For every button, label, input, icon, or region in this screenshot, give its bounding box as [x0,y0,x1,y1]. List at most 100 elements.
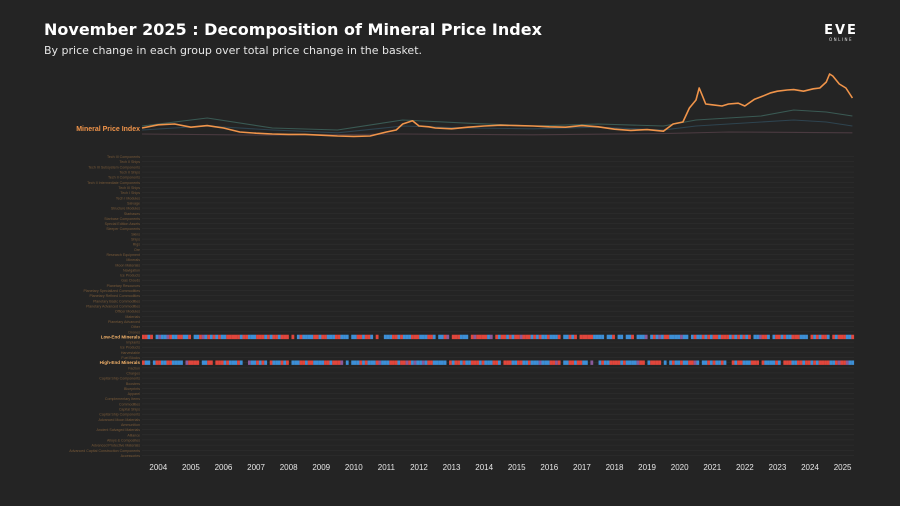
heatmap-cell [829,360,833,365]
heatmap-cell [367,334,371,340]
group-index-line [141,109,853,131]
heatmap-cell [802,334,806,340]
heatmap-cell [351,334,355,340]
heatmap-cell [498,360,501,365]
heatmap-cell [557,334,561,340]
heatmap-row-label: Navigation [123,268,140,272]
heatmap-cell [845,360,849,365]
heatmap-cell [207,334,211,340]
heatmap-cell [805,360,808,365]
heatmap-cell [631,360,634,365]
heatmap-cell [715,360,719,365]
heatmap-gridlines [142,156,854,456]
heatmap-row-label: Moon Materials [115,263,140,267]
heatmap-cell [824,334,827,340]
heatmap-cell [451,334,455,340]
heatmap-cell [489,360,493,365]
heatmap-cell [834,334,838,340]
heatmap-cell [682,334,686,340]
heatmap-cell [397,360,401,365]
heatmap-cell [495,334,499,340]
heatmap-cell [533,360,537,365]
heatmap-cell [538,360,542,365]
heatmap-cell [199,334,202,340]
heatmap-cell [786,360,789,365]
heatmap-cell [767,360,770,365]
heatmap-cell [693,360,697,365]
heatmap-cell [557,360,561,365]
heatmap-cell [527,360,531,365]
x-tick-label: 2014 [475,463,493,472]
heatmap-cell [764,334,768,340]
heatmap-cell [457,334,461,340]
heatmap-cell [720,360,724,365]
heatmap-cell [533,334,537,340]
x-tick-label: 2025 [834,463,852,472]
heatmap-cell [313,334,317,340]
heatmap-cell [623,360,626,365]
heatmap-cell [815,360,819,365]
heatmap-cell [647,360,651,365]
heatmap-cell [267,334,270,340]
heatmap-cell [375,334,379,340]
heatmap-cell [152,360,156,365]
heatmap-cell [517,334,520,340]
heatmap-row-label: Alliance [127,433,140,437]
heatmap-cell [364,360,368,365]
heatmap-cell [258,334,262,340]
heatmap-cell [272,334,276,340]
heatmap-cell [209,360,213,365]
heatmap-row-label: Planetary Advanced Commodities [86,305,140,309]
heatmap-cell [661,334,664,340]
heatmap-cell [530,360,534,365]
heatmap-cell [454,334,458,340]
heatmap-cell [432,334,436,340]
heatmap-row-label: Apparel [128,392,141,396]
heatmap-row-label: Commodities [119,402,140,406]
heatmap-cell [188,360,192,365]
heatmap-cell [693,334,697,340]
heatmap-row-label: Tech I Ships [120,191,140,195]
heatmap-cell [525,334,528,340]
x-tick-label: 2013 [443,463,461,472]
heatmap-row-label: Low-End Minerals [101,334,141,339]
heatmap-cell [324,334,327,340]
heatmap-cell [196,360,200,365]
heatmap-cell [147,360,151,365]
heatmap-cell [734,360,738,365]
heatmap-cell [544,334,548,340]
heatmap-cell [280,334,284,340]
heatmap-cell [601,334,605,340]
heatmap-cell [302,334,306,340]
x-tick-label: 2015 [508,463,526,472]
heatmap-cell [177,360,181,365]
heatmap-cell [851,334,855,340]
heatmap-cell [150,334,153,340]
heatmap-cell [158,334,162,340]
x-tick-label: 2016 [540,463,558,472]
heatmap-cell [299,334,303,340]
heatmap-cell [780,334,784,340]
heatmap-cell [775,360,779,365]
heatmap-cell [247,360,251,365]
heatmap-cell [794,360,798,365]
heatmap-cell [690,360,694,365]
heatmap-cell [305,334,308,340]
heatmap-cell [182,334,186,340]
heatmap-cell [207,360,211,365]
heatmap-row-label: Fuel Blocks [121,356,140,360]
heatmap-cell [807,360,811,365]
heatmap-cell [332,360,336,365]
heatmap-cell [397,334,401,340]
heatmap-cell [642,334,645,340]
heatmap-cell [389,360,393,365]
heatmap-cell [603,360,607,365]
heatmap-cell [495,360,499,365]
heatmap-cell [432,360,436,365]
heatmap-cell [761,360,765,365]
heatmap-cell [356,360,360,365]
heatmap-row-label: Charges [126,371,140,375]
heatmap-cell [609,334,613,340]
heatmap-cell [799,334,803,340]
heatmap-cell [514,334,518,340]
